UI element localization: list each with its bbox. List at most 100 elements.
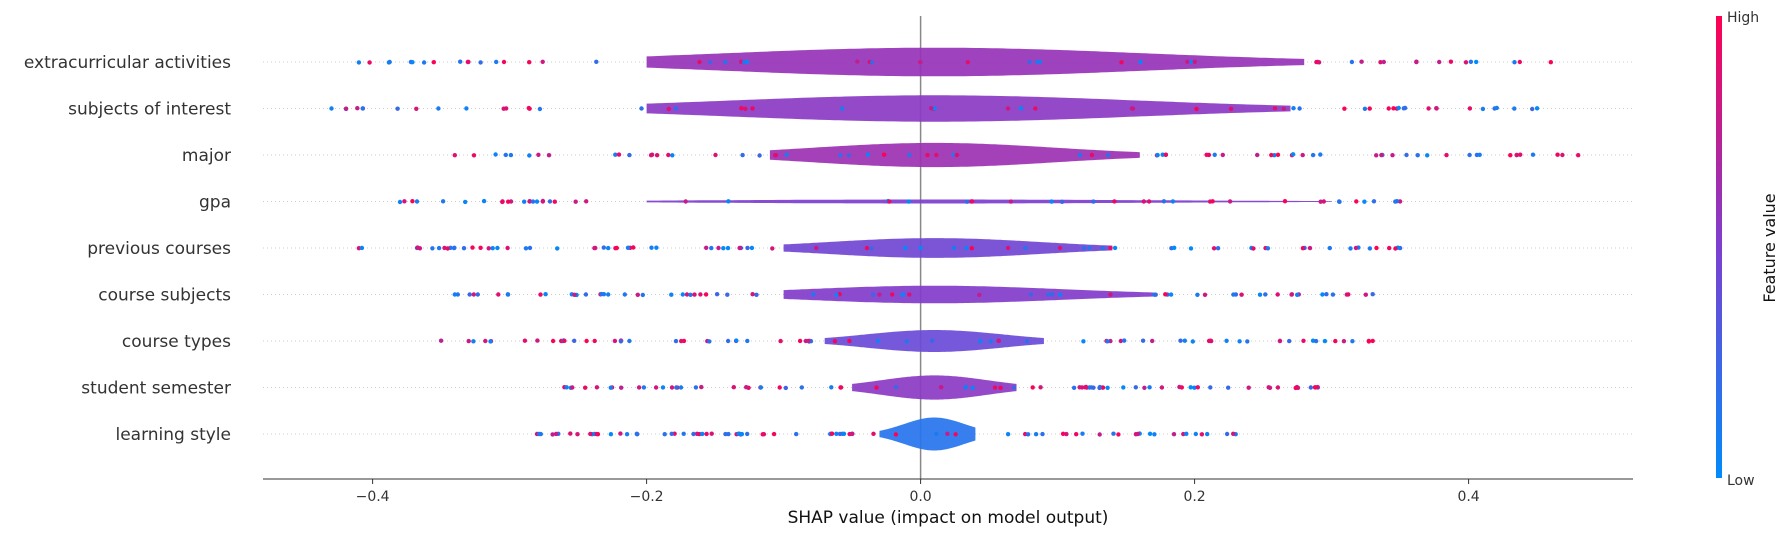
data-point xyxy=(1141,199,1147,204)
data-point xyxy=(977,292,982,298)
data-point xyxy=(575,432,580,437)
data-point xyxy=(431,60,436,65)
data-point xyxy=(1172,245,1177,250)
colorbar-high-label: High xyxy=(1727,10,1759,26)
violin-shape xyxy=(879,417,976,451)
data-point xyxy=(573,199,578,204)
data-point xyxy=(639,106,644,111)
data-point xyxy=(761,432,767,437)
data-point xyxy=(697,59,702,65)
data-point xyxy=(1205,431,1210,437)
data-point xyxy=(704,245,709,250)
data-point xyxy=(506,199,511,204)
data-point xyxy=(1275,292,1280,297)
data-point xyxy=(527,60,532,65)
data-point xyxy=(612,338,618,344)
x-tick-label: 0.0 xyxy=(909,489,931,505)
data-point xyxy=(757,153,762,158)
data-point xyxy=(744,385,749,390)
data-point xyxy=(1480,106,1486,112)
data-point xyxy=(964,245,969,251)
x-tick-label: 0.2 xyxy=(1183,489,1205,505)
feature-label: learning style xyxy=(115,425,231,445)
data-point xyxy=(1474,59,1479,65)
data-point xyxy=(537,106,543,112)
data-point xyxy=(704,431,709,437)
data-point xyxy=(1517,59,1523,65)
data-point xyxy=(436,106,441,111)
data-point xyxy=(964,199,970,204)
colorbar-gradient xyxy=(1716,16,1722,478)
data-point xyxy=(1307,245,1313,251)
data-point xyxy=(678,385,684,390)
data-point xyxy=(627,338,632,344)
feature-labels: extracurricular activities subjects of in… xyxy=(24,53,231,445)
data-point xyxy=(1049,199,1054,204)
data-point xyxy=(1150,338,1155,344)
data-point xyxy=(907,292,912,297)
data-point xyxy=(1220,152,1226,158)
feature-label: previous courses xyxy=(87,239,231,259)
data-point xyxy=(953,432,958,437)
data-point xyxy=(673,106,679,111)
data-point xyxy=(1112,199,1117,204)
data-point xyxy=(740,152,745,158)
data-point xyxy=(758,385,764,390)
data-point xyxy=(1555,152,1560,157)
data-point xyxy=(1467,106,1473,111)
data-point xyxy=(452,153,457,158)
data-point xyxy=(1005,432,1011,437)
data-point xyxy=(773,153,778,158)
data-point xyxy=(1448,59,1454,64)
data-point xyxy=(1275,385,1281,390)
data-point xyxy=(1195,292,1200,297)
data-point xyxy=(688,292,693,297)
data-point xyxy=(1318,152,1323,157)
data-point xyxy=(945,431,950,436)
data-point xyxy=(572,292,577,297)
data-point xyxy=(1133,385,1139,390)
data-point xyxy=(881,152,887,157)
data-point xyxy=(1087,245,1092,251)
data-point xyxy=(1387,245,1392,251)
data-point xyxy=(1272,106,1278,111)
data-point xyxy=(1159,385,1165,390)
x-tick-label: −0.4 xyxy=(356,489,390,505)
data-point xyxy=(1301,338,1306,343)
data-point xyxy=(1316,60,1322,65)
data-point xyxy=(1444,152,1449,158)
violin-shape xyxy=(646,47,1305,77)
data-point xyxy=(749,245,755,251)
data-point xyxy=(928,106,934,111)
data-point xyxy=(1119,60,1124,65)
data-point xyxy=(1135,431,1141,437)
data-point xyxy=(698,292,703,297)
data-point xyxy=(1239,292,1244,297)
data-point xyxy=(1530,106,1535,112)
data-point xyxy=(1081,246,1087,251)
data-point xyxy=(723,59,728,65)
data-point xyxy=(1018,106,1024,111)
data-point xyxy=(649,152,655,157)
data-point xyxy=(1313,385,1318,390)
data-point xyxy=(627,152,632,158)
data-point xyxy=(1393,246,1398,251)
data-point xyxy=(1321,199,1327,204)
data-point xyxy=(904,339,909,344)
data-point xyxy=(1059,199,1065,204)
data-point xyxy=(700,431,705,437)
data-point xyxy=(1324,292,1329,297)
data-point xyxy=(934,431,939,436)
data-point xyxy=(601,245,606,250)
data-point xyxy=(1080,431,1085,436)
data-point xyxy=(572,338,577,343)
data-point xyxy=(568,431,573,436)
data-point xyxy=(624,432,630,437)
data-point xyxy=(613,152,618,157)
data-point xyxy=(471,339,476,344)
data-point xyxy=(1138,59,1143,65)
data-point xyxy=(714,292,720,297)
data-point xyxy=(1415,153,1420,158)
data-point xyxy=(329,106,334,111)
violin-shape xyxy=(646,199,1332,204)
